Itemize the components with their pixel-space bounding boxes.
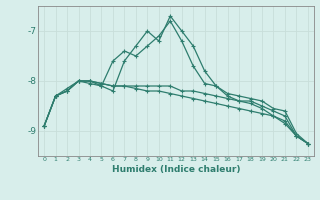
X-axis label: Humidex (Indice chaleur): Humidex (Indice chaleur)	[112, 165, 240, 174]
